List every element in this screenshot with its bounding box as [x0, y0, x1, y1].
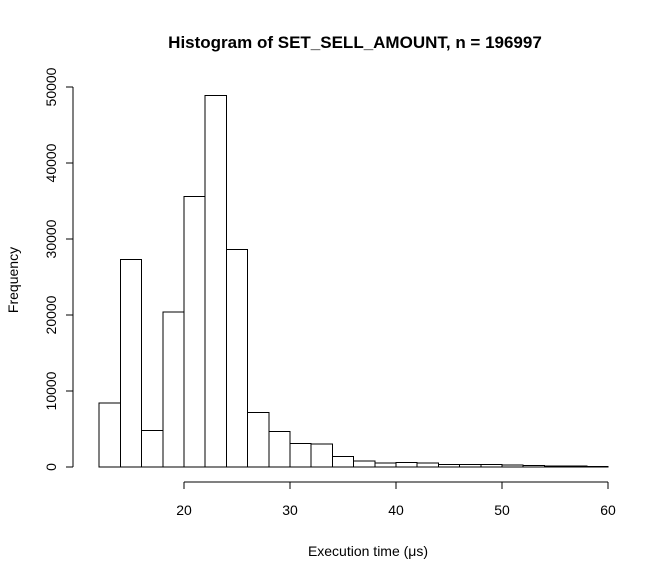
histogram-bar-44-46 [437, 464, 461, 468]
histogram-bar-58-60 [586, 465, 609, 468]
histogram-bar-46-48 [459, 463, 482, 468]
histogram-bar-38-40 [374, 462, 397, 468]
y-tick-label: 30000 [43, 219, 59, 258]
x-tick-label: 40 [388, 502, 404, 518]
y-tick-label: 50000 [43, 67, 59, 106]
bars-group [98, 94, 609, 468]
histogram-bar-56-58 [565, 465, 588, 468]
x-tick-label: 30 [282, 502, 298, 518]
y-tick-label: 40000 [43, 143, 59, 182]
y-tick-label: 20000 [43, 295, 59, 334]
y-axis: 0 10000 20000 30000 40000 50000 [43, 67, 74, 471]
histogram-bar-42-44 [416, 462, 439, 468]
histogram-bar-20-22 [183, 195, 206, 468]
y-axis-label: Frequency [5, 247, 21, 313]
x-axis: 20 30 40 50 60 [176, 481, 616, 518]
histogram-bar-36-38 [353, 460, 376, 468]
histogram-bar-26-28 [247, 411, 270, 468]
x-tick-label: 20 [176, 502, 192, 518]
x-axis-label: Execution time (μs) [308, 543, 428, 559]
histogram-bar-54-56 [543, 465, 567, 468]
histogram-bar-16-18 [141, 430, 164, 468]
histogram-bar-18-20 [162, 311, 185, 468]
histogram-bar-24-26 [225, 249, 249, 468]
y-tick-label: 0 [43, 463, 59, 471]
histogram-bar-12-14 [98, 402, 121, 468]
chart-title: Histogram of SET_SELL_AMOUNT, n = 196997 [168, 33, 542, 52]
y-tick-label: 10000 [43, 371, 59, 410]
histogram-bar-22-24 [204, 94, 227, 468]
histogram-bar-34-36 [331, 455, 355, 468]
x-tick-label: 60 [600, 502, 616, 518]
histogram-bar-48-50 [480, 464, 503, 468]
histogram-bar-50-52 [501, 464, 524, 468]
histogram-bar-28-30 [268, 430, 291, 468]
histogram-bar-30-32 [289, 442, 312, 468]
histogram-bar-52-54 [522, 465, 545, 468]
histogram-bar-14-16 [119, 259, 143, 468]
x-tick-label: 50 [494, 502, 510, 518]
histogram-bar-32-34 [310, 443, 333, 468]
histogram-bar-40-42 [395, 461, 418, 468]
